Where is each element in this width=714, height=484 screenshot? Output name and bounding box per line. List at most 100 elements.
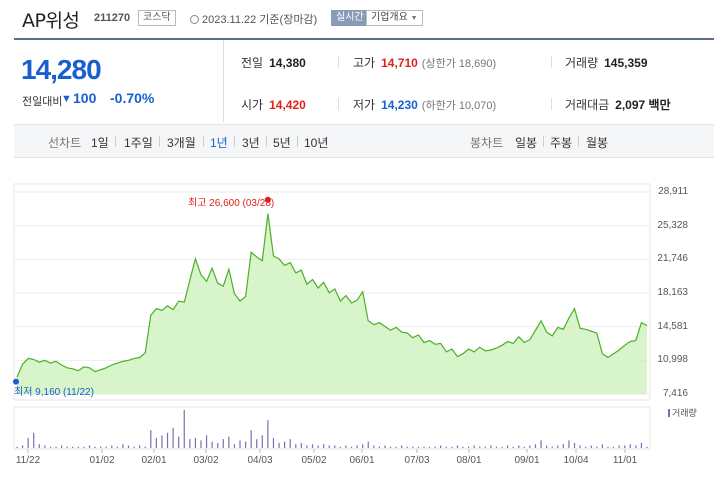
x-tick-label: 02/01 xyxy=(141,455,167,466)
volume-bar xyxy=(495,446,498,448)
volume-bar xyxy=(462,446,464,448)
volume-bar xyxy=(166,432,169,448)
x-tick-label: 08/01 xyxy=(456,455,482,466)
volume-bar xyxy=(428,446,431,448)
volume-bar xyxy=(194,437,197,448)
realtime-button[interactable]: 실시간 xyxy=(331,10,369,26)
volume-bar xyxy=(523,446,525,448)
volume-bar xyxy=(384,445,386,448)
x-tick-label: 04/03 xyxy=(247,455,273,466)
volume-bar xyxy=(518,445,520,448)
stock-name: AP위성 xyxy=(22,10,80,32)
volume-bar xyxy=(328,445,330,448)
volume-bar xyxy=(239,440,241,448)
tab-1d[interactable]: 1일 xyxy=(91,136,109,150)
volume-bar xyxy=(172,427,174,448)
volume-bar xyxy=(61,445,63,448)
tab-10y[interactable]: 10년 xyxy=(304,136,329,150)
volume-bar xyxy=(373,445,375,448)
volume-bar xyxy=(250,430,252,448)
x-tick-label: 07/03 xyxy=(404,455,430,466)
volume-bar xyxy=(44,445,46,448)
down-arrow-icon: ▼ xyxy=(61,93,72,105)
y-tick-label: 28,911 xyxy=(658,186,688,197)
tab-5y[interactable]: 5년 xyxy=(273,136,291,150)
volume-bar xyxy=(629,444,631,448)
tab-3y[interactable]: 3년 xyxy=(242,136,260,150)
volume-bar xyxy=(256,439,258,448)
volume-bar xyxy=(278,442,280,448)
tab-3m[interactable]: 3개월 xyxy=(167,136,196,150)
stat-sub: (하한가 10,070) xyxy=(421,100,497,112)
volume-bar xyxy=(72,446,74,448)
divider xyxy=(338,56,339,68)
stat-unit: 백만 xyxy=(648,98,671,112)
volume-bar xyxy=(412,446,414,448)
stat-high: 고가 14,710 (상한가 18,690) xyxy=(353,54,496,71)
volume-bar xyxy=(356,445,358,448)
volume-bar xyxy=(456,445,459,448)
volume-bar xyxy=(540,440,542,448)
company-info-label: 기업개요 xyxy=(371,12,408,23)
volume-bar xyxy=(395,446,397,448)
price-panel: 14,280 전일대비 ▼ 100 -0.70% xyxy=(14,40,224,122)
volume-bar xyxy=(546,445,548,448)
chart-tabbar: 선차트 1일 1주일 3개월 1년 3년 5년 10년 봉차트 일봉 주봉 월봉 xyxy=(14,124,714,158)
volume-bar xyxy=(423,446,425,448)
volume-bar xyxy=(323,444,325,448)
volume-bar xyxy=(479,446,481,448)
volume-bar xyxy=(222,439,224,448)
y-tick-label: 18,163 xyxy=(657,287,688,298)
volume-bar xyxy=(596,446,598,448)
low-annotation: 최저 9,160 (11/22) xyxy=(14,387,94,398)
volume-bar xyxy=(217,442,219,448)
tab-1w[interactable]: 1주일 xyxy=(124,136,153,150)
volume-bar xyxy=(490,445,492,448)
volume-bar xyxy=(33,432,35,448)
stat-low: 저가 14,230 (하한가 10,070) xyxy=(353,96,496,113)
clock-icon xyxy=(190,15,199,24)
tab-weekly[interactable]: 주봉 xyxy=(550,136,573,150)
volume-bar xyxy=(640,442,643,448)
volume-legend: 거래량 xyxy=(668,406,697,419)
x-tick-label: 11/22 xyxy=(15,455,41,466)
company-info-dropdown[interactable]: 기업개요 ▼ xyxy=(366,10,423,26)
price-chart: 28,911 25,328 21,746 18,163 14,581 10,998 7,41… xyxy=(0,160,714,484)
divider xyxy=(543,136,544,147)
divider xyxy=(266,136,267,147)
volume-bar xyxy=(557,445,559,448)
tab-1y[interactable]: 1년 xyxy=(210,136,228,150)
stat-prev-close: 전일 14,380 xyxy=(241,54,306,71)
volume-bar xyxy=(111,445,113,448)
volume-bar xyxy=(189,439,191,448)
volume-bar xyxy=(161,435,163,448)
stat-value: 14,230 xyxy=(381,98,418,112)
stat-value: 2,097 xyxy=(615,98,646,112)
tab-monthly[interactable]: 월봉 xyxy=(586,136,609,150)
volume-bar xyxy=(529,445,531,448)
stock-code: 211270 xyxy=(94,12,131,24)
volume-bar xyxy=(401,445,403,448)
volume-bar xyxy=(612,446,615,448)
volume-bar xyxy=(624,445,626,448)
volume-bar xyxy=(389,446,392,448)
volume-bar xyxy=(317,445,319,448)
volume-bar xyxy=(27,437,29,448)
volume-bar xyxy=(55,446,57,448)
date-label: 2023.11.22 기준(장마감) xyxy=(202,14,318,26)
volume-bar xyxy=(339,446,341,448)
line-chart-label: 선차트 xyxy=(48,136,82,150)
tab-daily[interactable]: 일봉 xyxy=(515,136,538,150)
change-percent: -0.70% xyxy=(110,90,155,106)
y-tick-label: 21,746 xyxy=(657,253,688,265)
stat-trade-value: 거래대금 2,097 백만 xyxy=(565,96,671,113)
y-tick-label: 10,998 xyxy=(657,354,688,366)
volume-bar xyxy=(200,440,202,448)
stat-label: 전일 xyxy=(241,56,264,70)
volume-bar xyxy=(267,420,269,448)
volume-bar xyxy=(183,410,185,448)
volume-bar xyxy=(49,446,52,448)
stat-open: 시가 14,420 xyxy=(241,96,306,113)
volume-bar xyxy=(66,446,68,448)
volume-bar xyxy=(345,445,347,448)
